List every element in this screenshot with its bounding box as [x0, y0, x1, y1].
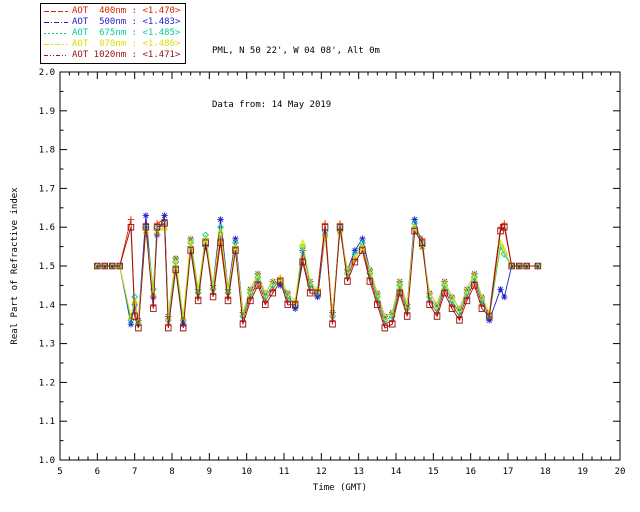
- y-tick-label: 1.7: [39, 184, 55, 194]
- y-tick-label: 1.4: [39, 301, 55, 311]
- header-block: PML, N 50 22', W 04 08', Alt 0m Data fro…: [212, 6, 380, 150]
- x-tick-label: 15: [428, 467, 439, 477]
- x-tick-label: 10: [241, 467, 252, 477]
- x-tick-label: 17: [503, 467, 514, 477]
- legend-line-sample: [44, 44, 68, 45]
- legend-item-label: AOT 1020nm : <1.471>: [72, 50, 181, 60]
- plot-area: 5 6 7 8 9 10 11 12 13 14 15 16 17 18 19 20 1.0 1.1 1.2 1.3 1…: [39, 68, 626, 477]
- legend-line-sample: [44, 55, 68, 56]
- y-tick-label: 1.9: [39, 107, 55, 117]
- legend-item-aot-400nm: AOT 400nm : <1.470>: [44, 6, 180, 17]
- legend-item-label: AOT 500nm : <1.483>: [72, 17, 181, 27]
- x-tick-label: 13: [353, 467, 364, 477]
- legend-item-label: AOT 400nm : <1.470>: [72, 6, 181, 16]
- x-tick-label: 19: [577, 467, 588, 477]
- series-line: [97, 215, 538, 325]
- legend-line-sample: [44, 11, 68, 12]
- legend-item-label: AOT 675nm : <1.485>: [72, 28, 181, 38]
- series-aot-500nm: [94, 212, 542, 328]
- x-tick-label: 5: [57, 467, 62, 477]
- legend: AOT 400nm : <1.470> AOT 500nm : <1.483> AO…: [40, 3, 187, 64]
- y-tick-label: 1.1: [39, 417, 55, 427]
- x-tick-label: 16: [465, 467, 476, 477]
- y-tick-label: 1.8: [39, 146, 55, 156]
- y-tick-label: 1.6: [39, 223, 55, 233]
- data-date: Data from: 14 May 2019: [212, 100, 332, 110]
- x-tick-label: 14: [391, 467, 402, 477]
- legend-item-aot-1020nm: AOT 1020nm : <1.471>: [44, 50, 180, 61]
- x-tick-label: 18: [540, 467, 551, 477]
- legend-item-aot-870nm: AOT 870nm : <1.486>: [44, 39, 180, 50]
- station-info: PML, N 50 22', W 04 08', Alt 0m: [212, 46, 380, 56]
- x-tick-label: 9: [207, 467, 212, 477]
- y-tick-label: 1.2: [39, 378, 55, 388]
- series-aot-1020nm: [94, 220, 542, 332]
- x-tick-label: 6: [95, 467, 100, 477]
- x-tick-label: 20: [615, 467, 626, 477]
- x-tick-label: 11: [279, 467, 290, 477]
- asterisk-markers: [94, 212, 542, 328]
- square-markers: [94, 220, 542, 332]
- legend-line-sample: [44, 22, 68, 23]
- y-axis-label: Real Part of Refractive index: [10, 187, 20, 345]
- legend-line-sample: [44, 33, 68, 34]
- legend-item-label: AOT 870nm : <1.486>: [72, 39, 181, 49]
- legend-item-aot-675nm: AOT 675nm : <1.485>: [44, 28, 180, 39]
- x-axis-label: Time (GMT): [313, 483, 367, 493]
- series-line: [97, 222, 538, 329]
- y-tick-label: 2.0: [39, 68, 55, 78]
- legend-item-aot-500nm: AOT 500nm : <1.483>: [44, 17, 180, 28]
- x-tick-label: 12: [316, 467, 327, 477]
- y-tick-label: 1.3: [39, 340, 55, 350]
- y-tick-label: 1.0: [39, 456, 55, 466]
- x-tick-label: 8: [169, 467, 174, 477]
- x-tick-label: 7: [132, 467, 137, 477]
- y-tick-label: 1.5: [39, 262, 55, 272]
